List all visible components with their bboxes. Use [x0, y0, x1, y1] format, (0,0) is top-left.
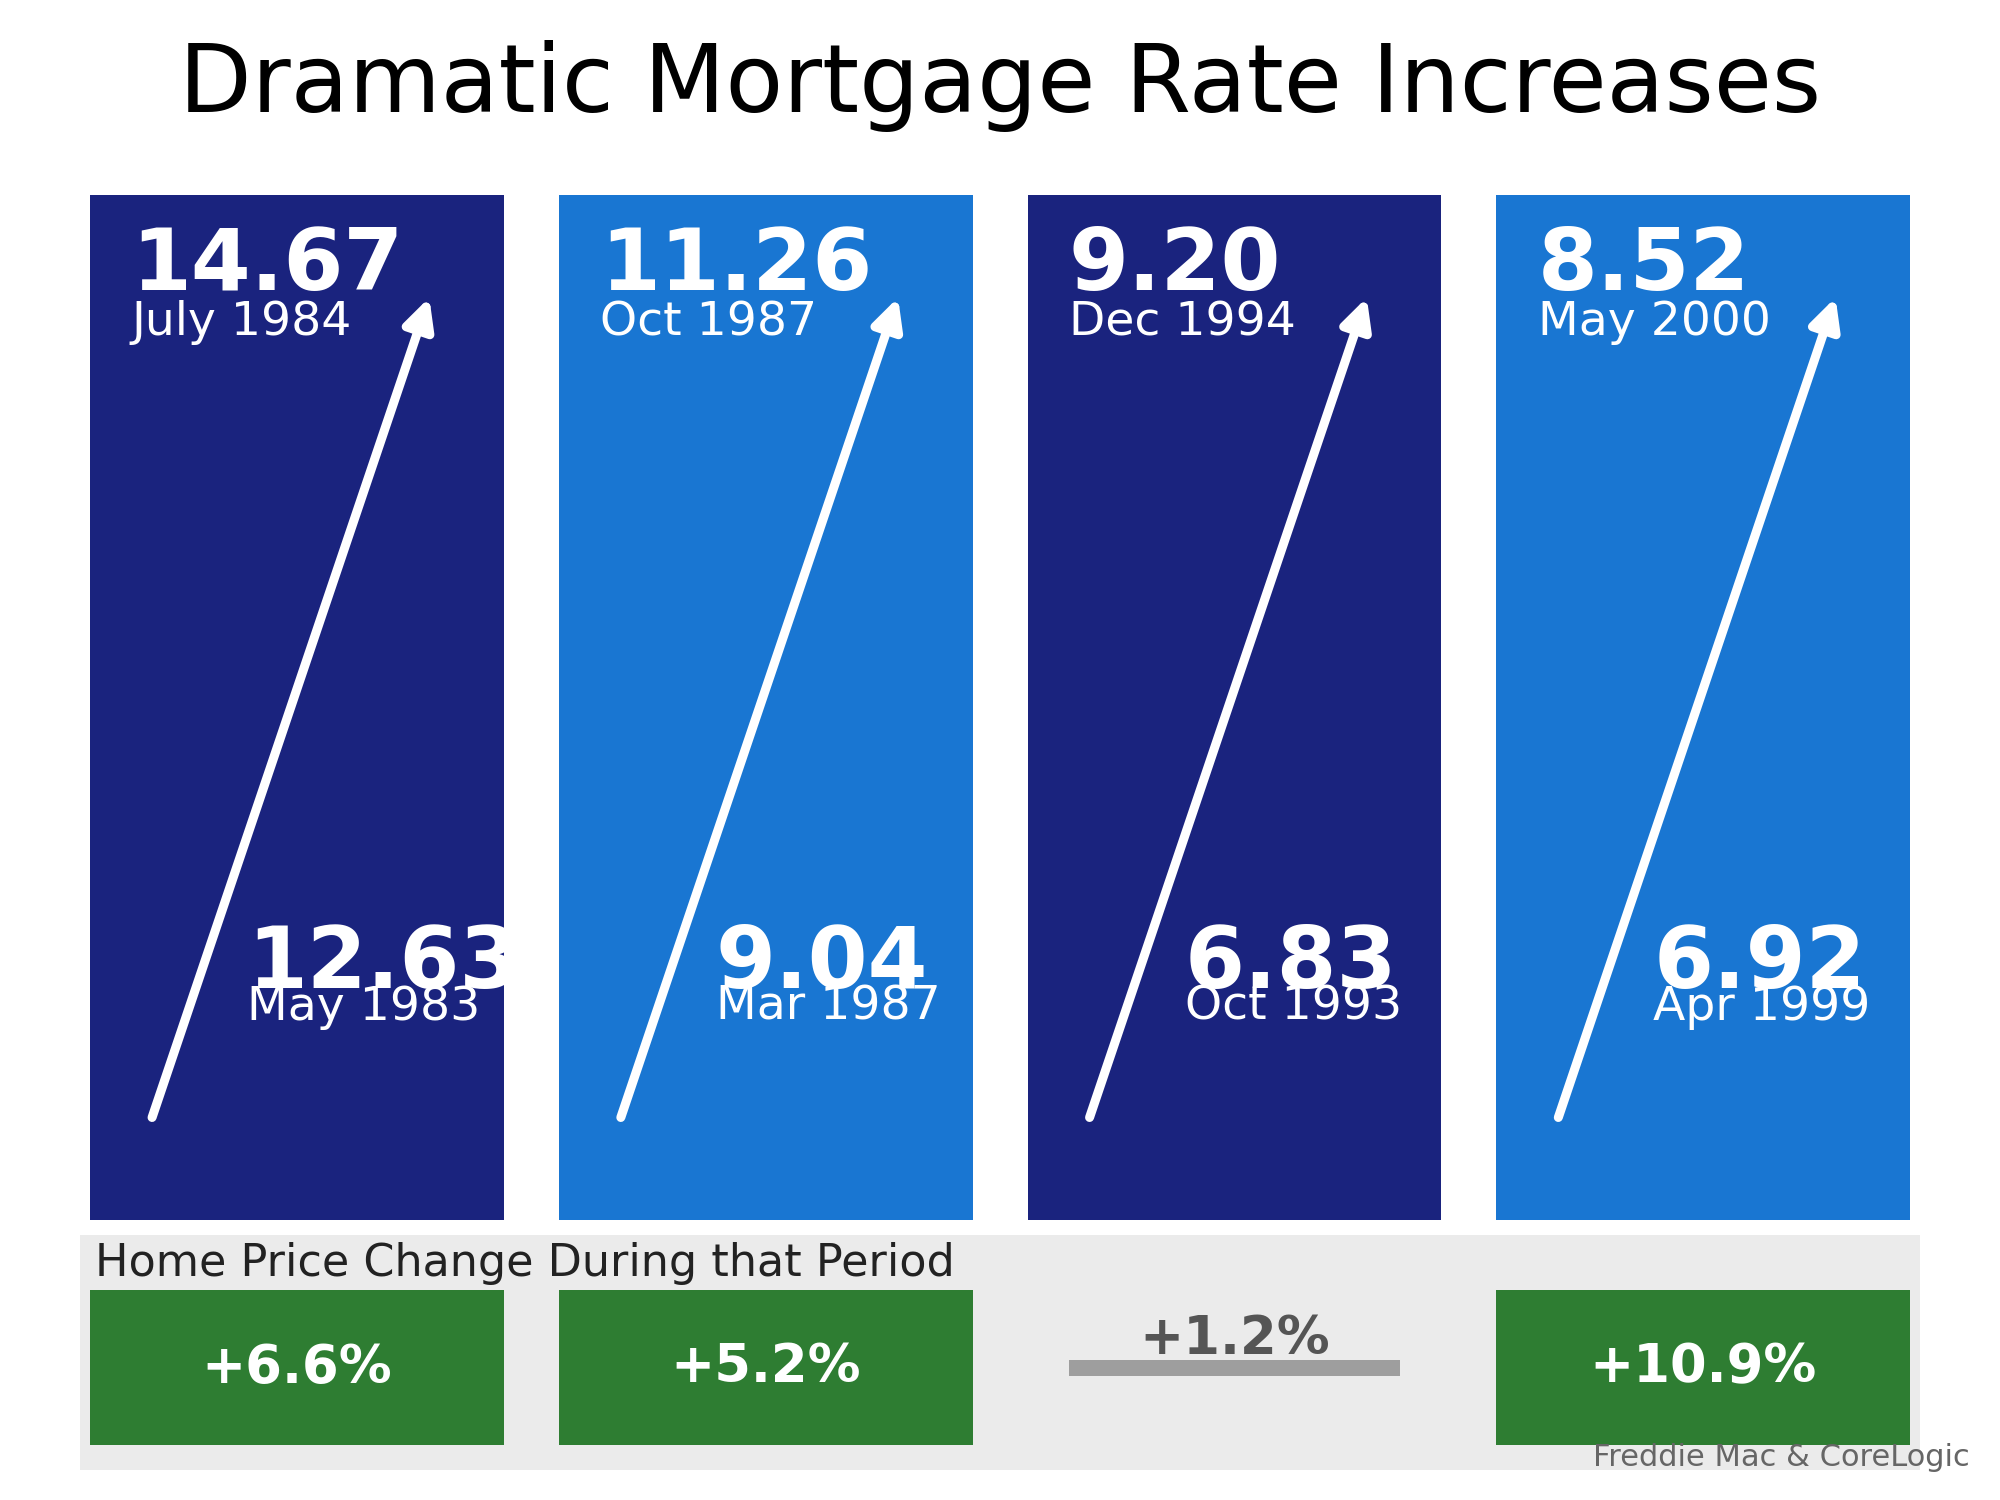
Text: July 1984: July 1984	[132, 300, 352, 345]
Text: 8.52: 8.52	[1538, 225, 1750, 308]
Bar	[80, 1234, 1920, 1470]
Text: Home Price Change During that Period: Home Price Change During that Period	[96, 1242, 954, 1286]
Text: Mar 1987: Mar 1987	[716, 986, 940, 1029]
Text: +10.9%: +10.9%	[1590, 1341, 1816, 1394]
Bar	[1496, 195, 1910, 1220]
Bar	[90, 195, 504, 1220]
Text: 9.20: 9.20	[1068, 225, 1282, 308]
Text: Dec 1994: Dec 1994	[1068, 300, 1296, 345]
Text: Oct 1993: Oct 1993	[1184, 986, 1402, 1029]
Text: 6.92: 6.92	[1654, 922, 1866, 1005]
Bar	[558, 1290, 972, 1444]
Text: +5.2%: +5.2%	[670, 1341, 860, 1394]
Text: May 2000: May 2000	[1538, 300, 1770, 345]
Text: 12.63: 12.63	[248, 922, 520, 1005]
Text: May 1983: May 1983	[248, 986, 480, 1029]
Bar	[1068, 1359, 1400, 1376]
Bar	[558, 195, 972, 1220]
Text: 14.67: 14.67	[132, 225, 404, 308]
Text: 9.04: 9.04	[716, 922, 928, 1005]
Text: Dramatic Mortgage Rate Increases: Dramatic Mortgage Rate Increases	[178, 40, 1822, 132]
Text: Freddie Mac & CoreLogic: Freddie Mac & CoreLogic	[1594, 1443, 1970, 1472]
Bar	[1496, 1290, 1910, 1444]
Bar	[1028, 195, 1442, 1220]
Text: Oct 1987: Oct 1987	[600, 300, 818, 345]
Text: 6.83: 6.83	[1184, 922, 1398, 1005]
Bar	[90, 1290, 504, 1444]
Text: +1.2%: +1.2%	[1140, 1314, 1330, 1365]
Text: 11.26: 11.26	[600, 225, 872, 308]
Text: Apr 1999: Apr 1999	[1654, 986, 1870, 1029]
Text: +6.6%: +6.6%	[202, 1341, 392, 1394]
